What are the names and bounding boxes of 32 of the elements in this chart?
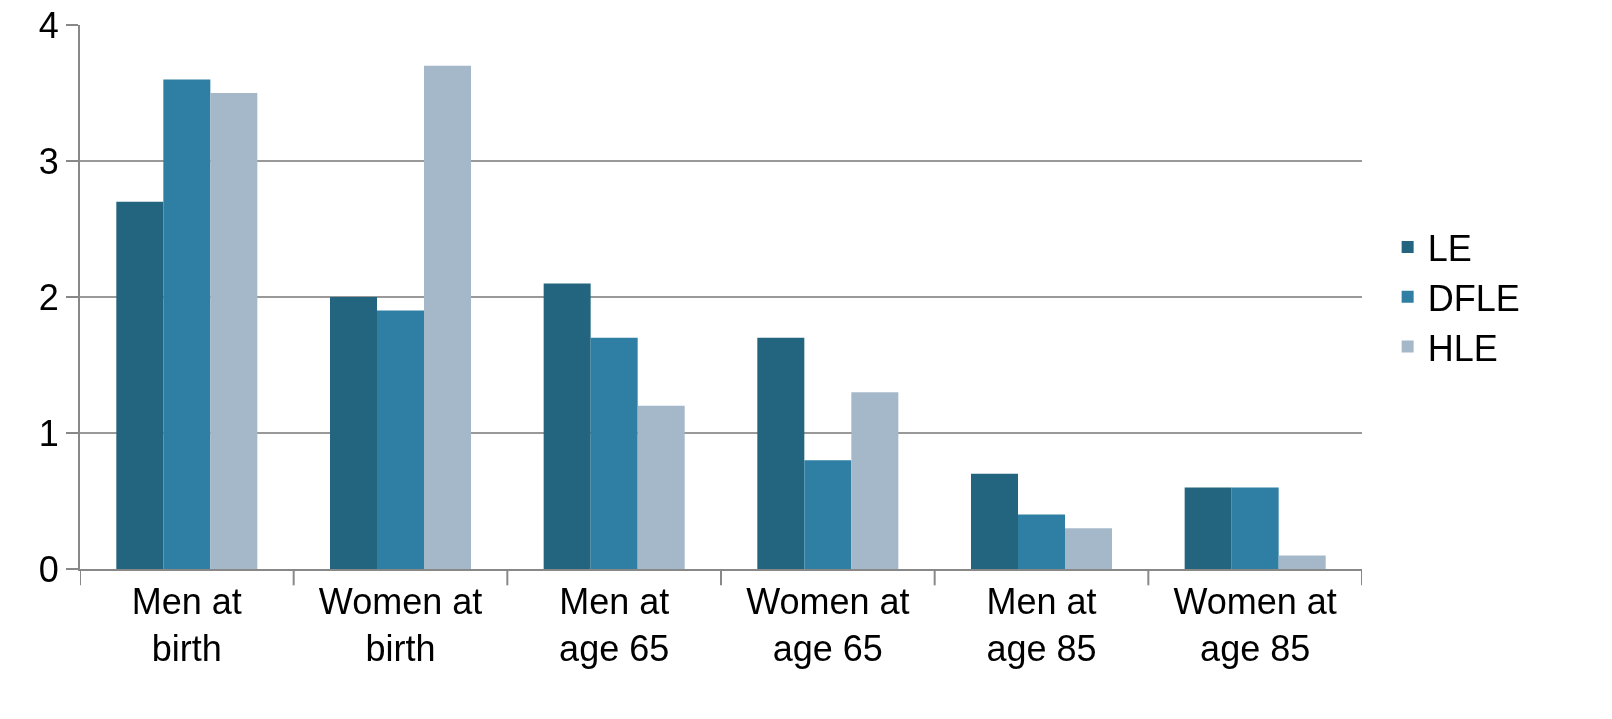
bar [637,405,685,569]
bar [377,310,424,569]
bar [116,201,164,569]
bar [210,93,258,569]
y-tick-label: 1 [38,412,59,454]
bar [1231,487,1279,569]
y-tick-label: 2 [38,276,59,318]
x-tick-label: Men at age 85 [986,581,1097,669]
bar [1278,555,1326,569]
bar [1184,487,1232,569]
bar [851,392,899,569]
legend-label: HLE [1427,327,1498,369]
x-tick-label: Women at age 85 [1173,581,1337,669]
x-tick-label: Women at age 65 [746,581,910,669]
x-tick-label: Men at birth [131,581,242,669]
legend-label: DFLE [1427,277,1520,319]
y-tick-label: 3 [38,140,59,182]
bar [970,473,1018,569]
x-tick-label: Men at age 65 [559,581,670,669]
bar [757,337,805,569]
bar [424,65,472,569]
bar [543,283,591,569]
bar [804,460,852,569]
bar [329,297,377,569]
x-tick-label: Women at birth [318,581,483,669]
bar [1065,528,1113,569]
bar [1018,514,1065,569]
legend-label: LE [1427,227,1472,269]
y-tick-label: 4 [38,4,59,46]
y-tick-label: 0 [38,548,59,590]
bar [590,337,638,569]
bar [163,79,211,569]
